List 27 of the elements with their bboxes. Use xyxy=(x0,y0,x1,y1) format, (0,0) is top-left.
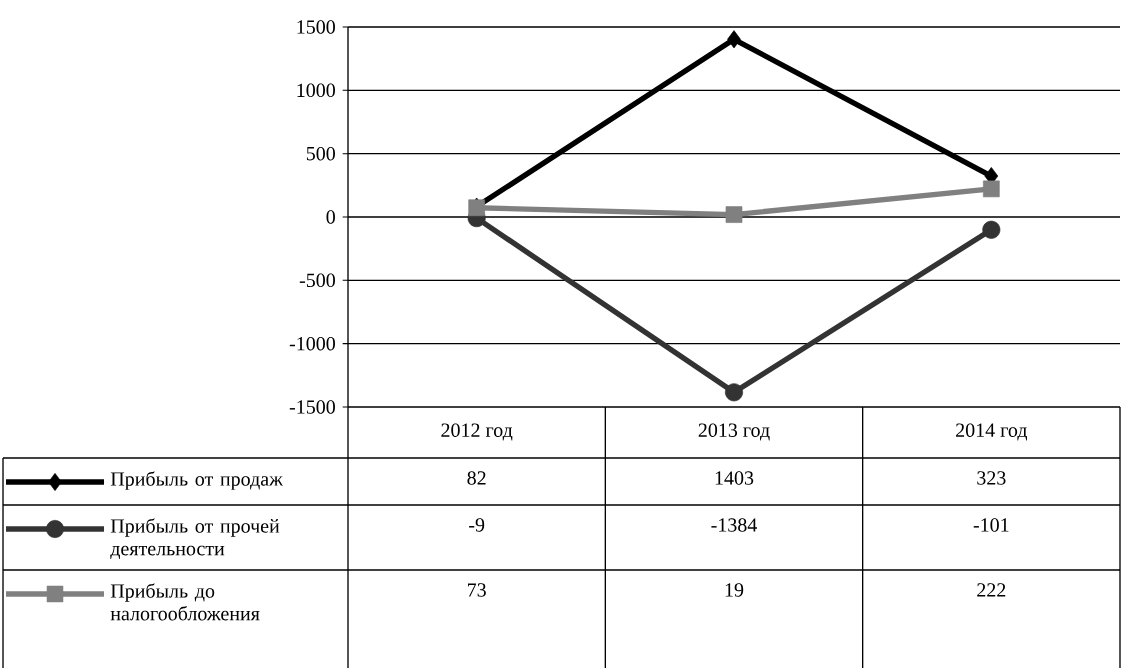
data-label: -1384 xyxy=(711,518,758,532)
data-label: 73 xyxy=(467,583,486,597)
point xyxy=(724,383,744,402)
y-tick-label: -500 xyxy=(299,273,335,288)
legend-label: Прибыль до налогообложения xyxy=(110,583,260,621)
legend-label: Прибыль от продаж xyxy=(110,471,284,490)
y-tick-label: 0 xyxy=(326,210,335,224)
legend-label: Прибыль от прочей деятельности xyxy=(110,518,280,560)
y-tick-label: 500 xyxy=(306,146,335,161)
point xyxy=(727,30,741,49)
point xyxy=(982,180,1000,198)
y-tick-label: -1000 xyxy=(289,336,335,351)
data-label: -9 xyxy=(469,518,485,532)
point xyxy=(725,206,743,223)
data-label: 323 xyxy=(977,471,1006,485)
x-tick-label: 2012 год xyxy=(441,423,513,441)
y-tick-label: 1000 xyxy=(297,83,335,98)
y-tick-label: 1500 xyxy=(297,20,335,34)
y-tick-label: -1500 xyxy=(289,400,335,414)
data-label: 1403 xyxy=(715,471,754,485)
data-label: -101 xyxy=(973,518,1009,532)
data-label: 82 xyxy=(467,471,486,485)
data-label: 222 xyxy=(977,583,1006,597)
data-label: 19 xyxy=(725,583,744,597)
x-tick-label: 2014 год xyxy=(956,423,1028,441)
x-tick-label: 2013 год xyxy=(698,423,770,441)
point xyxy=(982,220,1001,239)
